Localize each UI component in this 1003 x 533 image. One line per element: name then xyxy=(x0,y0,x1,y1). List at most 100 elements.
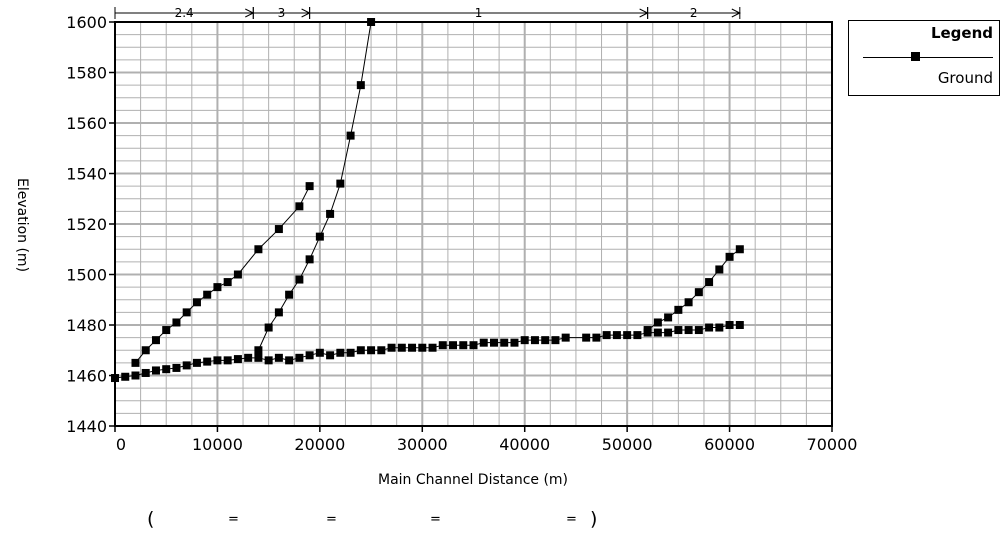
ground-point xyxy=(151,336,160,345)
y-tick-label: 1540 xyxy=(66,165,107,184)
ground-point xyxy=(172,318,181,327)
x-tick-label: 20000 xyxy=(294,435,345,454)
ground-point xyxy=(530,336,539,345)
legend-title: Legend xyxy=(930,24,993,42)
reach-label: 3 xyxy=(278,6,286,20)
ground-point xyxy=(274,308,283,317)
ground-point xyxy=(449,341,458,350)
ground-point xyxy=(315,232,324,241)
reach-boundary-annotations: 2.4 3 1 2 xyxy=(114,6,741,20)
footer-open-paren: ( xyxy=(147,508,155,530)
ground-point xyxy=(623,331,632,340)
ground-point xyxy=(254,346,263,355)
y-tick-label: 1600 xyxy=(66,13,107,32)
ground-point xyxy=(162,365,171,374)
ground-point xyxy=(633,331,642,340)
ground-point xyxy=(356,81,365,90)
ground-point xyxy=(541,336,550,345)
ground-point xyxy=(520,336,529,345)
ground-point xyxy=(295,353,304,362)
footer-close-paren: ) xyxy=(590,508,598,530)
ground-point xyxy=(285,356,294,365)
ground-point xyxy=(141,346,150,355)
ground-point xyxy=(274,225,283,234)
x-tick-label: 40000 xyxy=(499,435,550,454)
ground-point xyxy=(397,343,406,352)
x-tick-label: 70000 xyxy=(807,435,858,454)
legend-line-sample xyxy=(863,57,993,58)
ground-point xyxy=(377,346,386,355)
ground-point xyxy=(131,371,140,380)
ground-point xyxy=(408,343,417,352)
ground-point xyxy=(121,372,130,381)
footer-equals-1: = xyxy=(228,512,239,527)
y-tick-label: 1480 xyxy=(66,316,107,335)
ground-point xyxy=(336,348,345,357)
reach-arrow-icon xyxy=(731,8,741,18)
ground-point xyxy=(602,331,611,340)
ground-point xyxy=(643,326,652,335)
ground-point xyxy=(715,323,724,332)
ground-point xyxy=(500,338,509,347)
ground-point xyxy=(479,338,488,347)
ground-point xyxy=(254,245,263,254)
ground-point xyxy=(213,283,222,292)
ground-point xyxy=(233,270,242,279)
ground-point xyxy=(418,343,427,352)
ground-point xyxy=(705,323,714,332)
ground-point xyxy=(356,346,365,355)
ground-point xyxy=(725,321,734,329)
ground-point xyxy=(233,355,242,364)
ground-point xyxy=(223,278,232,287)
ground-point xyxy=(715,265,724,274)
ground-point xyxy=(285,290,294,299)
ground-reach-line xyxy=(647,248,741,331)
ground-point xyxy=(582,333,591,342)
ground-point xyxy=(254,353,263,362)
ground-point xyxy=(612,331,621,340)
x-tick-label: 0 xyxy=(116,435,126,454)
reach-label: 1 xyxy=(475,6,483,20)
ground-point xyxy=(705,278,714,287)
ground-point xyxy=(295,275,304,284)
reach-label: 2.4 xyxy=(175,6,194,20)
y-tick-label: 1520 xyxy=(66,215,107,234)
ground-point xyxy=(551,336,560,345)
ground-point xyxy=(735,245,744,254)
ground-point xyxy=(182,308,191,317)
ground-point xyxy=(469,341,478,350)
ground-point xyxy=(244,353,253,362)
ground-point xyxy=(561,333,570,342)
ground-point xyxy=(295,202,304,211)
y-tick-label: 1580 xyxy=(66,64,107,83)
y-tick-label: 1560 xyxy=(66,114,107,133)
ground-point xyxy=(387,343,396,352)
ground-point xyxy=(592,333,601,342)
ground-point xyxy=(264,323,273,332)
legend-series-label: Ground xyxy=(937,69,993,87)
ground-point xyxy=(653,328,662,337)
legend: Legend Ground xyxy=(848,20,1000,96)
ground-point xyxy=(664,313,673,322)
ground-point xyxy=(684,326,693,335)
footer-equals-3: = xyxy=(430,512,441,527)
ground-point xyxy=(141,368,150,377)
ground-point xyxy=(489,338,498,347)
ground-point xyxy=(653,318,662,327)
ground-series xyxy=(111,18,744,383)
ground-point xyxy=(274,353,283,362)
footer-equals-2: = xyxy=(326,512,337,527)
y-tick-label: 1460 xyxy=(66,367,107,386)
ground-point xyxy=(305,351,314,360)
ground-point xyxy=(510,338,519,347)
ground-point xyxy=(336,179,345,188)
ground-point xyxy=(172,363,181,372)
ground-point xyxy=(264,356,273,365)
grid-lines xyxy=(114,21,833,427)
footer-expression: ( = = = = ) xyxy=(0,508,1003,532)
ground-point xyxy=(326,209,335,218)
x-axis-ticks: 0 10000 20000 30000 40000 50000 60000 70000 xyxy=(114,426,858,454)
ground-point xyxy=(346,348,355,357)
y-axis-title: Elevation (m) xyxy=(14,178,30,272)
